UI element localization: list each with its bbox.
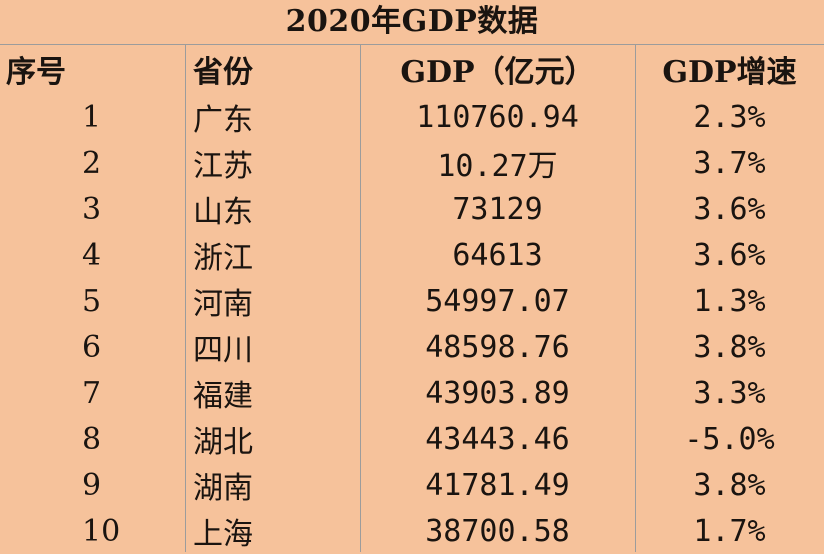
- table-row: 10 上海 38700.58 1.7%: [0, 508, 824, 554]
- cell-gdp: 73129: [452, 191, 543, 227]
- cell-gdp: 54997.07: [425, 283, 570, 319]
- table-row: 3 山东 73129 3.6%: [0, 186, 824, 232]
- column-header-gdp: GDP（亿元）: [400, 55, 595, 90]
- cell-growth: 3.6%: [693, 191, 766, 227]
- cell-no: 2: [82, 145, 102, 181]
- column-header-growth: GDP增速: [662, 55, 797, 90]
- table-row: 6 四川 48598.76 3.8%: [0, 324, 824, 370]
- cell-province: 上海: [193, 517, 253, 552]
- cell-no: 9: [82, 467, 102, 503]
- cell-province: 福建: [193, 379, 253, 414]
- cell-no: 5: [82, 283, 102, 319]
- table-row: 4 浙江 64613 3.6%: [0, 232, 824, 278]
- cell-province: 河南: [193, 287, 253, 322]
- cell-province: 山东: [193, 195, 253, 230]
- cell-province: 四川: [193, 333, 253, 368]
- cell-province: 江苏: [193, 149, 253, 184]
- cell-no: 1: [82, 99, 102, 135]
- column-header-no: 序号: [6, 55, 66, 90]
- cell-growth: -5.0%: [684, 421, 775, 457]
- cell-growth: 3.3%: [693, 375, 766, 411]
- cell-growth: 3.6%: [693, 237, 766, 273]
- cell-province: 浙江: [193, 241, 253, 276]
- cell-province: 广东: [193, 103, 253, 138]
- cell-gdp: 64613: [452, 237, 543, 273]
- column-divider-1: [185, 44, 186, 552]
- cell-growth: 3.8%: [693, 329, 766, 365]
- cell-growth: 3.7%: [693, 145, 766, 181]
- table-row: 8 湖北 43443.46 -5.0%: [0, 416, 824, 462]
- header-row: 序号 省份 GDP（亿元） GDP增速: [0, 44, 824, 94]
- cell-province: 湖南: [193, 471, 253, 506]
- cell-gdp: 43443.46: [425, 421, 570, 457]
- cell-no: 7: [82, 375, 102, 411]
- cell-no: 6: [82, 329, 102, 365]
- table-row: 1 广东 110760.94 2.3%: [0, 94, 824, 140]
- column-divider-2: [360, 44, 361, 552]
- cell-growth: 3.8%: [693, 467, 766, 503]
- cell-growth: 2.3%: [693, 99, 766, 135]
- cell-no: 10: [82, 513, 121, 549]
- cell-gdp: 38700.58: [425, 513, 570, 549]
- cell-growth: 1.3%: [693, 283, 766, 319]
- cell-gdp: 43903.89: [425, 375, 570, 411]
- cell-gdp: 48598.76: [425, 329, 570, 365]
- column-header-province: 省份: [193, 55, 253, 90]
- column-divider-3: [635, 44, 636, 552]
- cell-no: 3: [82, 191, 102, 227]
- cell-gdp: 41781.49: [425, 467, 570, 503]
- cell-gdp: 10.27万: [437, 149, 558, 184]
- header-top-rule: [0, 44, 824, 45]
- table-title: 2020年GDP数据: [285, 4, 539, 39]
- table-row: 9 湖南 41781.49 3.8%: [0, 462, 824, 508]
- cell-gdp: 110760.94: [416, 99, 579, 135]
- table-row: 2 江苏 10.27万 3.7%: [0, 140, 824, 186]
- table-row: 7 福建 43903.89 3.3%: [0, 370, 824, 416]
- table-row: 5 河南 54997.07 1.3%: [0, 278, 824, 324]
- cell-growth: 1.7%: [693, 513, 766, 549]
- cell-province: 湖北: [193, 425, 253, 460]
- cell-no: 8: [82, 421, 102, 457]
- gdp-table: 序号 省份 GDP（亿元） GDP增速 1 广东 110760.94 2.3% …: [0, 44, 824, 554]
- cell-no: 4: [82, 237, 102, 273]
